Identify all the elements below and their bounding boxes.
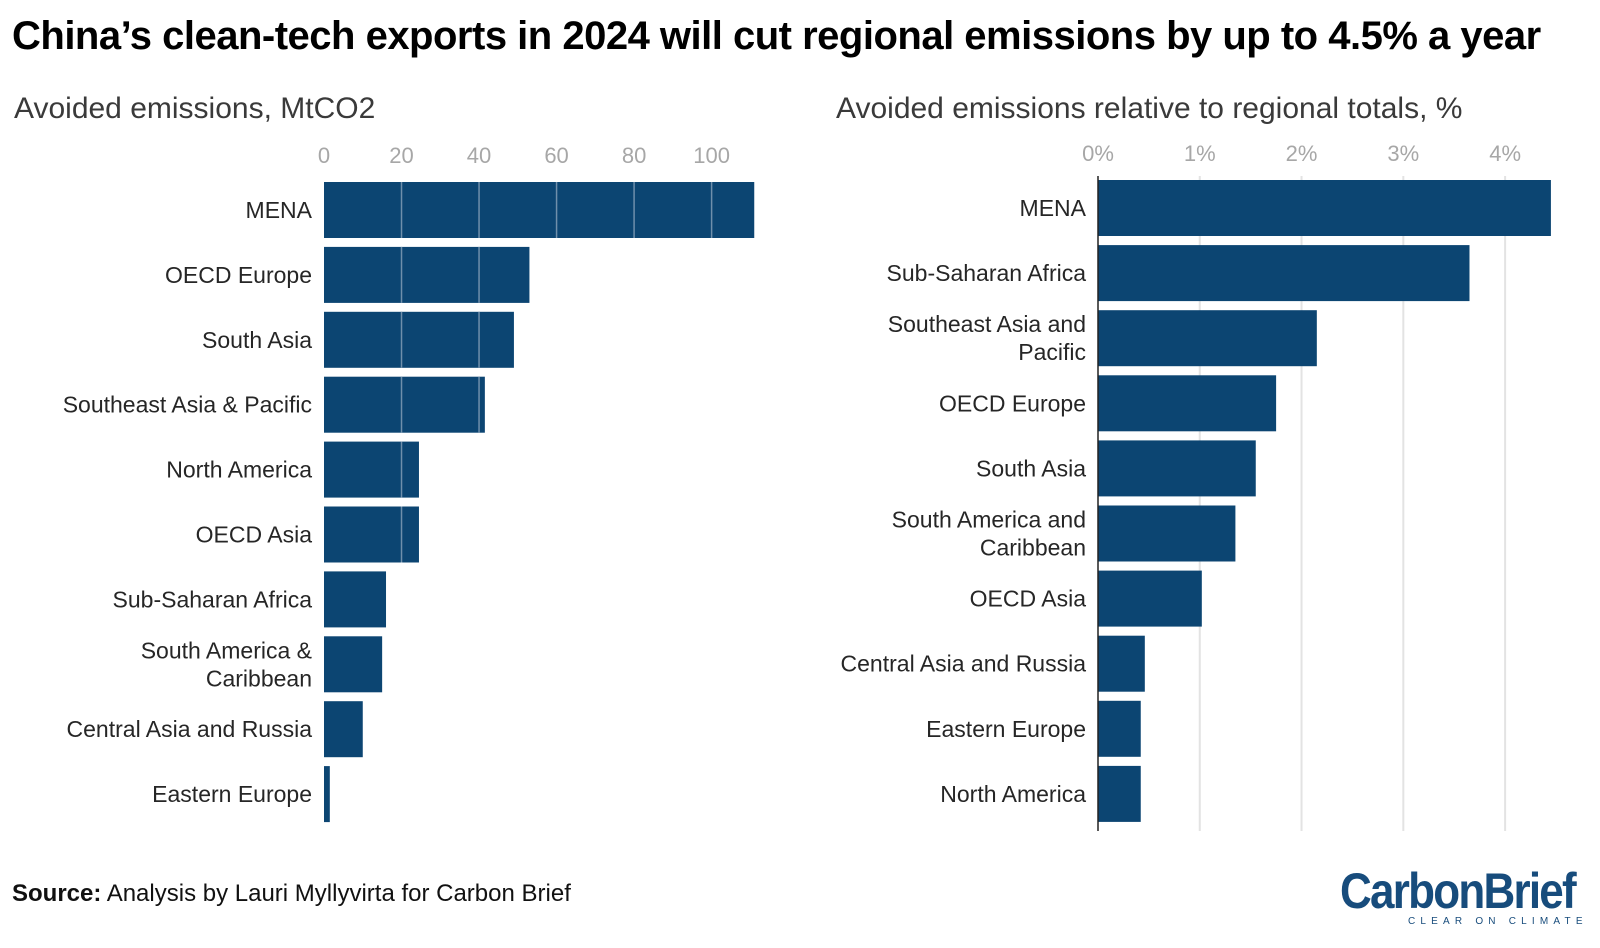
right-category-southeast-asia-and-pacific: Southeast Asia and Pacific [888, 311, 1086, 365]
left-category-oecd-asia: OECD Asia [196, 522, 313, 548]
left-chart-panel: Avoided emissions, MtCO2 0 20 40 60 80 100 MEN… [0, 92, 780, 832]
left-category-north-america: North America [166, 457, 312, 483]
right-bar-south-america-and-caribbean [1098, 505, 1236, 562]
left-tick-label: 0 [318, 143, 330, 168]
right-category-labels: MENA Sub-Saharan Africa Southeast Asia and… [841, 195, 1087, 807]
left-bar-oecd-europe [324, 246, 530, 303]
chart-title: China’s clean-tech exports in 2024 will … [12, 14, 1541, 58]
left-bar-central-asia-and-russia [324, 701, 363, 758]
left-x-ticks: 0 20 40 60 80 100 [318, 143, 730, 168]
left-tick-label: 40 [467, 143, 491, 168]
source-note: Source: Analysis by Lauri Myllyvirta for… [12, 880, 571, 908]
left-category-southeast-asia-and-pacific: Southeast Asia & Pacific [63, 392, 312, 418]
left-bar-oecd-asia [324, 506, 419, 563]
right-chart-subtitle: Avoided emissions relative to regional t… [836, 92, 1463, 125]
left-gridlines-over-bars [400, 182, 713, 563]
right-bar-north-america [1098, 765, 1141, 822]
left-category-mena: MENA [246, 197, 313, 223]
left-tick-label: 20 [389, 143, 413, 168]
right-bar-sub-saharan-africa [1098, 245, 1470, 302]
right-tick-label: 2% [1286, 141, 1318, 166]
left-bar-sub-saharan-africa [324, 571, 387, 628]
logo-wordmark: CarbonBrief [1340, 863, 1577, 919]
left-category-south-asia: South Asia [202, 327, 312, 353]
right-tick-label: 0% [1082, 141, 1114, 166]
left-tick-label: 80 [622, 143, 646, 168]
left-category-central-asia-and-russia: Central Asia and Russia [67, 716, 313, 742]
right-bar-oecd-asia [1098, 570, 1202, 627]
right-bar-mena [1098, 180, 1551, 236]
right-category-oecd-asia: OECD Asia [970, 586, 1087, 612]
left-bar-north-america [324, 441, 419, 498]
right-category-south-asia: South Asia [976, 455, 1086, 481]
source-label: Source: [12, 880, 102, 907]
right-bar-southeast-asia-and-pacific [1098, 310, 1317, 367]
right-bar-chart: 0% 1% 2% 3% 4% MENA Sub-Saharan Africa Southeas… [841, 141, 1551, 831]
left-bar-southeast-asia-and-pacific [324, 376, 485, 433]
left-bar-eastern-europe [324, 766, 330, 823]
right-bar-oecd-europe [1098, 375, 1277, 432]
source-text: Analysis by Lauri Myllyvirta for Carbon … [101, 880, 571, 907]
right-x-ticks: 0% 1% 2% 3% 4% [1082, 141, 1521, 166]
right-category-sub-saharan-africa: Sub-Saharan Africa [887, 260, 1087, 286]
right-category-eastern-europe: Eastern Europe [926, 716, 1086, 742]
carbon-brief-logo: CarbonBrief CLEAR ON CLIMATE [1340, 863, 1583, 927]
right-tick-label: 1% [1184, 141, 1216, 166]
left-category-south-america-and-caribbean: South America & Caribbean [141, 637, 312, 691]
right-category-mena: MENA [1020, 195, 1087, 221]
right-bar-eastern-europe [1098, 700, 1141, 757]
right-tick-label: 4% [1489, 141, 1521, 166]
left-bars [324, 182, 755, 823]
logo-tagline: CLEAR ON CLIMATE [1408, 916, 1588, 927]
left-bar-south-asia [324, 311, 514, 368]
left-bar-chart: 0 20 40 60 80 100 MENA OECD Europe South Asia Sou… [63, 143, 755, 823]
left-category-eastern-europe: Eastern Europe [152, 781, 312, 807]
right-category-oecd-europe: OECD Europe [939, 390, 1086, 416]
left-category-sub-saharan-africa: Sub-Saharan Africa [113, 586, 313, 612]
right-bars [1098, 180, 1551, 822]
right-category-north-america: North America [940, 781, 1086, 807]
left-category-oecd-europe: OECD Europe [165, 262, 312, 288]
left-category-labels: MENA OECD Europe South Asia Southeast Asia … [63, 197, 313, 807]
right-bar-central-asia-and-russia [1098, 635, 1145, 692]
right-bar-south-asia [1098, 440, 1256, 497]
left-tick-label: 60 [544, 143, 568, 168]
right-tick-label: 3% [1387, 141, 1419, 166]
left-bar-south-america-and-caribbean [324, 636, 383, 693]
left-chart-subtitle: Avoided emissions, MtCO2 [14, 92, 376, 125]
right-chart-panel: Avoided emissions relative to regional t… [780, 92, 1600, 832]
right-category-central-asia-and-russia: Central Asia and Russia [841, 651, 1087, 677]
right-category-south-america-and-caribbean: South America and Caribbean [892, 507, 1086, 561]
left-bar-mena [324, 182, 755, 238]
left-tick-label: 100 [693, 143, 730, 168]
